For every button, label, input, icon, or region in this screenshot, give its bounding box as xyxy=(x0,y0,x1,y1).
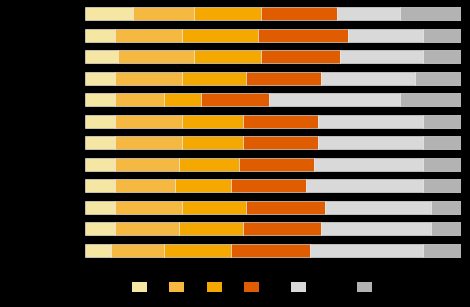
Bar xyxy=(246,72,321,85)
Bar xyxy=(423,29,461,42)
Bar xyxy=(85,29,115,42)
Bar xyxy=(182,72,246,85)
Bar xyxy=(415,72,461,85)
Bar xyxy=(400,93,461,107)
Bar xyxy=(182,115,243,128)
Bar xyxy=(182,29,258,42)
Bar xyxy=(164,243,231,257)
Bar xyxy=(85,7,133,21)
Bar xyxy=(115,157,179,171)
Bar xyxy=(325,200,431,214)
Bar xyxy=(231,243,310,257)
Bar xyxy=(164,93,201,107)
Bar xyxy=(243,136,318,150)
Bar xyxy=(179,222,243,235)
Bar xyxy=(246,200,325,214)
Bar xyxy=(85,243,111,257)
Bar xyxy=(321,222,431,235)
Bar xyxy=(431,222,461,235)
Bar xyxy=(258,29,348,42)
Bar xyxy=(337,7,400,21)
Bar xyxy=(85,115,115,128)
Bar xyxy=(115,93,164,107)
Bar xyxy=(231,179,306,192)
Bar xyxy=(179,157,239,171)
Bar xyxy=(85,72,115,85)
Bar xyxy=(423,136,461,150)
Bar xyxy=(118,50,194,64)
Bar xyxy=(115,200,182,214)
Bar xyxy=(243,222,321,235)
Bar xyxy=(85,222,115,235)
Bar xyxy=(85,136,115,150)
Bar xyxy=(115,222,179,235)
Bar xyxy=(85,50,118,64)
Bar xyxy=(400,7,461,21)
Bar xyxy=(269,93,400,107)
Bar xyxy=(85,157,115,171)
Bar xyxy=(194,7,261,21)
Bar xyxy=(318,136,423,150)
Bar xyxy=(85,200,115,214)
Bar xyxy=(182,136,243,150)
Bar xyxy=(321,72,415,85)
Bar xyxy=(115,136,182,150)
Bar xyxy=(314,157,423,171)
Bar xyxy=(423,115,461,128)
Bar xyxy=(85,179,115,192)
Bar xyxy=(111,243,164,257)
Bar xyxy=(340,50,423,64)
Bar xyxy=(175,179,231,192)
Bar xyxy=(318,115,423,128)
Bar xyxy=(348,29,423,42)
Bar xyxy=(85,93,115,107)
Bar xyxy=(423,50,461,64)
Bar xyxy=(133,7,194,21)
Bar xyxy=(261,7,337,21)
Bar xyxy=(261,50,340,64)
Bar xyxy=(115,72,182,85)
Bar xyxy=(423,243,461,257)
Bar xyxy=(243,115,318,128)
Bar xyxy=(115,29,182,42)
Bar xyxy=(423,179,461,192)
Bar xyxy=(115,115,182,128)
Bar xyxy=(306,179,423,192)
Bar xyxy=(310,243,423,257)
Bar xyxy=(239,157,314,171)
Bar xyxy=(423,157,461,171)
Bar xyxy=(182,200,246,214)
Bar xyxy=(201,93,269,107)
Bar xyxy=(431,200,461,214)
Bar xyxy=(115,179,175,192)
Bar xyxy=(194,50,261,64)
